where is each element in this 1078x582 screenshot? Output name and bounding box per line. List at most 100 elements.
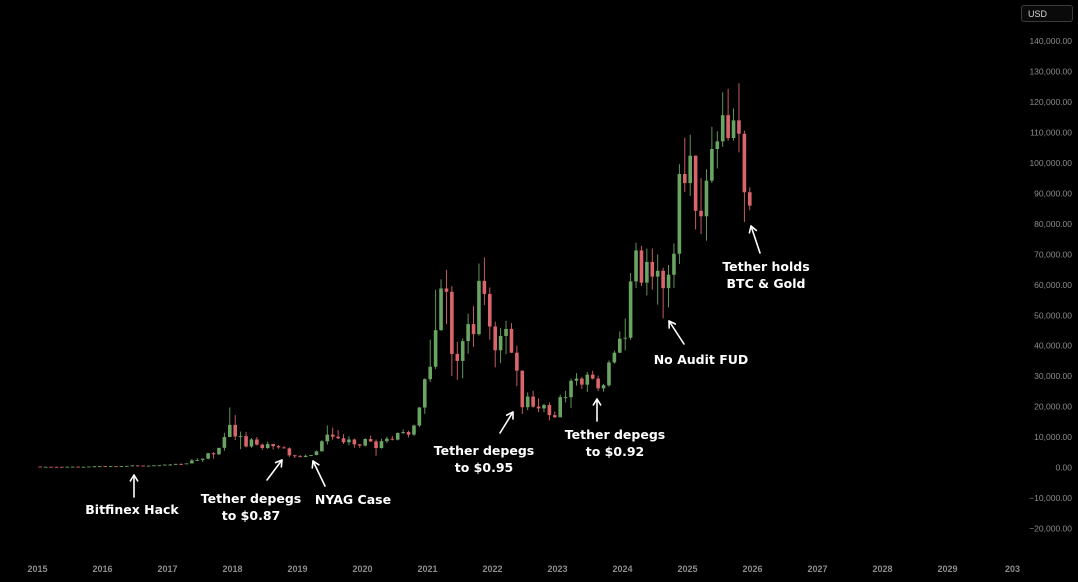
candle-body [179, 463, 183, 465]
candle [173, 463, 178, 465]
candle [374, 439, 378, 456]
candle [97, 466, 102, 468]
candle [352, 438, 357, 448]
candle [152, 465, 156, 467]
y-tick-label: 100,000.00 [1029, 158, 1072, 168]
arrowhead-icon [311, 460, 320, 469]
candle-body [81, 466, 86, 468]
candle [282, 446, 286, 449]
candle-body [125, 465, 129, 467]
candle [525, 392, 530, 411]
candle-body [92, 466, 97, 468]
y-tick-label: 80,000.00 [1034, 219, 1072, 229]
x-tick-label: 2015 [27, 564, 47, 574]
annotation-text: to $0.95 [455, 460, 513, 475]
candle-body [672, 253, 676, 275]
candle [146, 465, 151, 467]
candle-body [190, 460, 194, 464]
candle [303, 454, 308, 458]
arrowhead-icon [274, 459, 283, 468]
candle [455, 341, 460, 380]
arrow-icon [499, 411, 514, 434]
currency-selector[interactable]: USD [1021, 5, 1073, 22]
candle [130, 465, 135, 467]
candle-body [119, 466, 124, 468]
candle-body [612, 352, 617, 363]
candle-body [320, 441, 324, 452]
candle [498, 328, 503, 364]
arrowhead-icon [748, 225, 758, 234]
candle-body [325, 434, 330, 442]
arrow-icon [312, 460, 326, 487]
candle-body [271, 444, 275, 447]
candle [433, 289, 438, 370]
candle-body [70, 466, 75, 468]
candle [477, 263, 481, 336]
annotation-no-audit-fud: No Audit FUD [654, 320, 748, 367]
candle-body [682, 173, 687, 184]
candle-body [54, 466, 59, 468]
candle [368, 435, 373, 442]
candle-body [742, 133, 747, 193]
x-tick-label: 2023 [547, 564, 567, 574]
candle [141, 465, 145, 467]
candle [200, 458, 205, 463]
candle [542, 403, 546, 413]
candle-body [184, 463, 189, 465]
candle [292, 454, 297, 459]
candle [222, 432, 227, 451]
annotation-tether-depegs-087: Tether depegs to $0.87 [201, 459, 301, 523]
candle-body [661, 270, 665, 289]
candle [249, 437, 254, 448]
annotation-text: Tether depegs [434, 443, 534, 458]
candle [217, 447, 221, 456]
candle-body [536, 406, 541, 409]
candle-body [108, 466, 113, 468]
candle [563, 390, 568, 403]
candle [125, 465, 129, 467]
candle [747, 187, 752, 211]
candle-body [206, 453, 210, 459]
candle [255, 437, 259, 446]
candle [693, 155, 698, 230]
arrowhead-icon [668, 320, 677, 329]
candle [634, 242, 638, 288]
y-tick-label: −10,000.00 [1029, 493, 1072, 503]
annotation-tether-depegs-095: Tether depegs to $0.95 [434, 411, 534, 475]
candle [558, 394, 563, 418]
candle [439, 279, 443, 331]
candle-body [596, 378, 600, 389]
candle [179, 463, 183, 465]
candle-body [547, 405, 552, 416]
candle-body [211, 453, 216, 455]
y-tick-label: 60,000.00 [1034, 280, 1072, 290]
candle-body [569, 380, 573, 398]
candle-body [498, 335, 503, 351]
candle-body [704, 180, 709, 217]
candle [87, 466, 91, 468]
candle-body [715, 141, 720, 149]
y-tick-label: 140,000.00 [1029, 36, 1072, 46]
candle [227, 407, 232, 438]
candle [406, 430, 411, 438]
candle-body [303, 455, 308, 457]
candle [244, 431, 248, 448]
candle-body [428, 366, 433, 380]
candle [309, 455, 313, 457]
candle-body [195, 459, 200, 461]
candle-body [287, 448, 292, 456]
arrowhead-icon [592, 398, 602, 406]
candle-body [542, 405, 546, 409]
y-tick-label: 120,000.00 [1029, 97, 1072, 107]
candle [628, 272, 633, 340]
candle-body [357, 444, 362, 446]
candle [184, 463, 189, 465]
candle-body [265, 444, 270, 449]
candle-body [650, 261, 655, 277]
candle-body [395, 432, 400, 440]
x-tick-label: 2018 [222, 564, 242, 574]
candle-body [509, 328, 514, 353]
candle [60, 466, 64, 468]
y-tick-label: 20,000.00 [1034, 402, 1072, 412]
